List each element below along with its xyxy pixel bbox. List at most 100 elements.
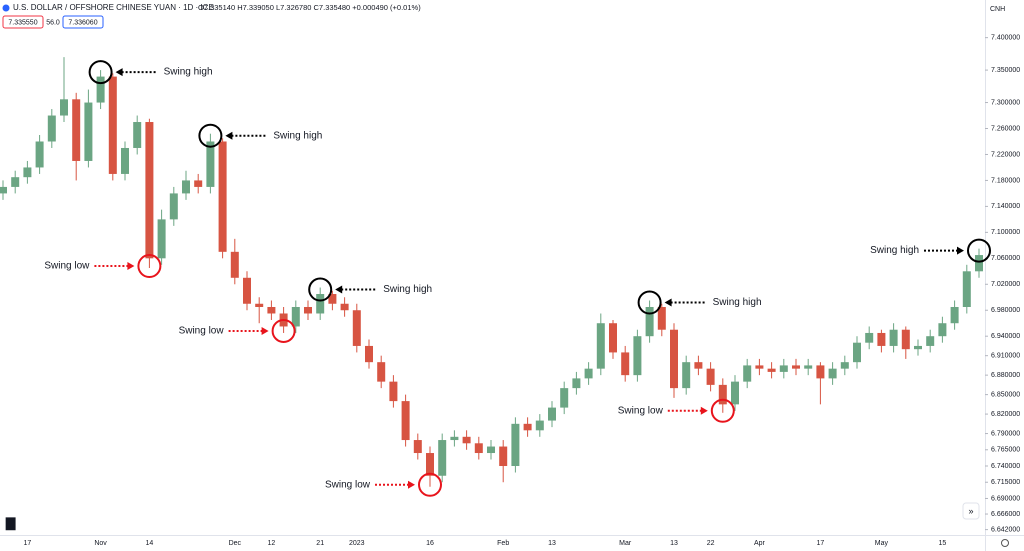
candle-body xyxy=(72,99,81,161)
candle-body xyxy=(535,420,544,431)
swing-circle xyxy=(271,318,296,343)
y-tick-label: 7.100000 xyxy=(991,229,1020,236)
candle-body xyxy=(670,329,678,389)
y-tick-label: 7.180000 xyxy=(991,177,1020,184)
candle-body xyxy=(962,271,971,307)
candle-body xyxy=(230,251,239,278)
candle-body xyxy=(389,381,398,402)
x-tick-label: 15 xyxy=(939,540,947,547)
scroll-button[interactable] xyxy=(962,502,980,520)
x-tick-label: 14 xyxy=(146,540,154,547)
x-tick-label: 21 xyxy=(316,540,324,547)
x-tick-label: Mar xyxy=(619,540,632,547)
candle-body xyxy=(914,345,922,350)
swing-circle xyxy=(418,472,442,497)
y-tick-label: 6.850000 xyxy=(991,391,1020,398)
tradingview-logo: ▇ xyxy=(5,516,16,531)
candle-body xyxy=(218,141,227,252)
currency-label: CNH xyxy=(990,6,1005,13)
y-tick-label: 6.980000 xyxy=(991,307,1020,314)
candle-body xyxy=(96,76,105,103)
candle-body xyxy=(169,193,178,220)
x-tick-label: 22 xyxy=(707,540,715,547)
arrow-head xyxy=(957,246,964,255)
annotation-label: Swing high xyxy=(713,297,762,308)
y-tick-label: 6.715000 xyxy=(991,479,1020,486)
candle-body xyxy=(47,115,56,142)
candle-body xyxy=(365,345,373,363)
buy-price: 7.336060 xyxy=(68,19,97,26)
swing-circle xyxy=(967,238,991,263)
candle-body xyxy=(767,368,776,372)
candle-body xyxy=(511,423,520,467)
symbol-title: U.S. DOLLAR / OFFSHORE CHINESE YUAN · 1D… xyxy=(13,3,214,12)
candle-body xyxy=(267,306,276,314)
candle-body xyxy=(84,102,93,161)
y-tick-label: 7.300000 xyxy=(991,99,1020,106)
sell-price: 7.335550 xyxy=(8,19,37,26)
candle-body xyxy=(609,323,617,353)
candle-body xyxy=(694,362,703,369)
candle-body xyxy=(35,141,44,168)
candle-body xyxy=(621,352,630,376)
candle-body xyxy=(108,76,117,174)
candle-body xyxy=(194,180,203,187)
candle-body xyxy=(182,180,190,194)
candle-body xyxy=(548,407,556,421)
annotation-label: Swing high xyxy=(164,67,213,78)
candle-body xyxy=(889,329,898,346)
candle-body xyxy=(121,147,129,174)
candle-body xyxy=(255,303,264,307)
candle-body xyxy=(11,177,20,187)
candle-body xyxy=(206,141,215,187)
swing-circle xyxy=(710,398,735,423)
settings-icon[interactable] xyxy=(1001,539,1009,547)
annotation-label: Swing low xyxy=(179,326,225,337)
annotation-label: Swing high xyxy=(273,130,322,141)
x-tick-label: 13 xyxy=(548,540,556,547)
arrow-head xyxy=(127,262,135,271)
annotation-label: Swing high xyxy=(383,284,432,295)
swing-circle xyxy=(137,254,162,279)
y-tick-label: 6.940000 xyxy=(991,333,1020,340)
candle-body xyxy=(474,443,483,454)
y-tick-label: 7.220000 xyxy=(991,151,1020,158)
candle-body xyxy=(682,362,691,389)
y-tick-label: 7.260000 xyxy=(991,125,1020,132)
candle-body xyxy=(828,368,837,379)
candle-body xyxy=(633,336,642,376)
candle-body xyxy=(401,401,410,441)
arrow-head xyxy=(261,326,269,335)
y-tick-label: 7.140000 xyxy=(991,203,1020,210)
annotation-label: Swing low xyxy=(325,479,371,490)
candle-body xyxy=(816,365,825,379)
arrow-head xyxy=(335,285,343,294)
candle-body xyxy=(926,336,935,346)
y-tick-label: 7.400000 xyxy=(991,34,1020,41)
annotation-label: Swing low xyxy=(618,405,664,416)
sell-button[interactable] xyxy=(2,15,44,29)
x-tick-label: 16 xyxy=(426,540,434,547)
candle-body xyxy=(755,365,764,369)
buy-button[interactable] xyxy=(62,15,104,29)
swing-circle xyxy=(198,123,223,148)
candle-body xyxy=(316,294,325,314)
candle-body xyxy=(938,323,947,337)
arrow-head xyxy=(225,131,233,140)
symbol-icon xyxy=(2,4,10,12)
x-tick-label: 17 xyxy=(817,540,825,547)
swing-circle xyxy=(88,60,113,85)
y-tick-label: 6.765000 xyxy=(991,447,1020,454)
swing-circle xyxy=(637,290,662,315)
arrow-head xyxy=(664,298,672,307)
y-tick-label: 6.642000 xyxy=(991,526,1020,533)
candle-body xyxy=(731,381,739,405)
y-tick-label: 6.820000 xyxy=(991,411,1020,418)
y-tick-label: 6.880000 xyxy=(991,372,1020,379)
candle-body xyxy=(340,303,349,311)
x-tick-label: Apr xyxy=(754,540,766,547)
candle-body xyxy=(243,277,251,304)
candle-body xyxy=(487,446,495,454)
x-tick-label: May xyxy=(875,540,889,547)
